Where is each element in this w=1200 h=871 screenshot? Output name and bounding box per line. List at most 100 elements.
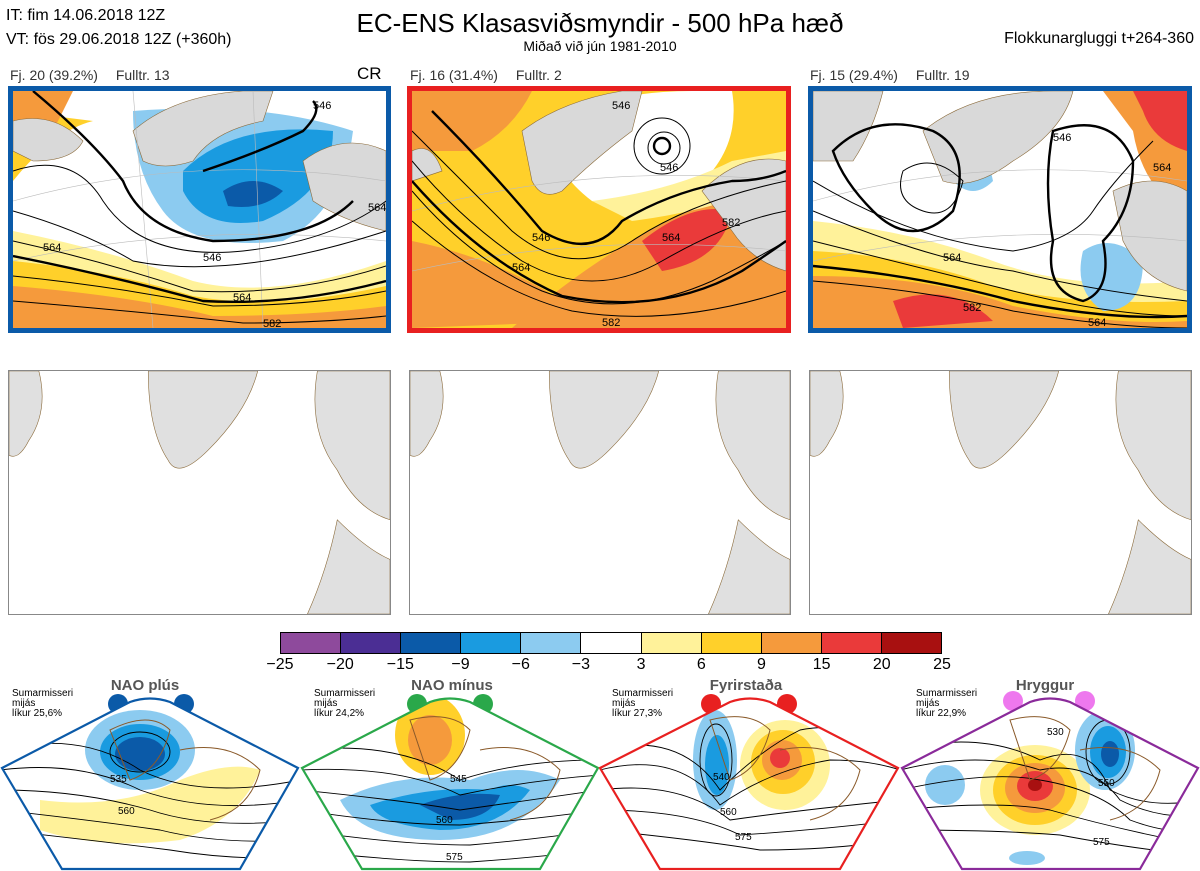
colorbar-tick-label: −3 bbox=[571, 656, 591, 673]
regime-4-contour: 575 bbox=[1093, 837, 1110, 848]
regime-3-season: Sumarmisseri bbox=[612, 688, 674, 699]
colorbar-segment bbox=[521, 633, 582, 653]
colorbar-tick-label: 25 bbox=[933, 656, 951, 673]
regime-1-contour: 560 bbox=[118, 806, 135, 817]
regime-4-info: Sumarmisseri mijás líkur 22,9% bbox=[916, 689, 977, 719]
colorbar-segment bbox=[401, 633, 462, 653]
regime-1-name: NAO plús bbox=[110, 677, 180, 694]
cluster-1-label: Fj. 20 (39.2%) Fulltr. 13 bbox=[10, 67, 184, 83]
colorbar-tick-label: −15 bbox=[386, 656, 414, 673]
colorbar-segment bbox=[821, 633, 882, 653]
cluster-2-contour-label: 546 bbox=[612, 100, 630, 112]
init-time: IT: fim 14.06.2018 12Z bbox=[6, 7, 166, 24]
regime-2-contour: 545 bbox=[450, 774, 467, 785]
regime-2-contour: 560 bbox=[436, 815, 453, 826]
cluster-2-contour-label: 582 bbox=[722, 217, 740, 229]
cluster-2-contour-label: 582 bbox=[602, 317, 620, 328]
cluster-2-contour-label: 546 bbox=[660, 162, 678, 174]
regime-2-contour: 575 bbox=[446, 852, 463, 863]
colorbar-tick-label: 20 bbox=[872, 656, 891, 673]
regime-1-period: mijás bbox=[12, 698, 36, 709]
regime-1-info: Sumarmisseri mijás líkur 25,6% bbox=[12, 689, 73, 719]
cluster-3-contour-label: 546 bbox=[1053, 132, 1071, 144]
colorbar-segment bbox=[461, 633, 522, 653]
classification-window: Flokkunargluggi t+264-360 bbox=[1004, 30, 1194, 47]
regime-2-season: Sumarmisseri bbox=[314, 688, 376, 699]
cluster-3-map: 546 564 564 564 582 bbox=[808, 86, 1192, 333]
colorbar-segment bbox=[341, 633, 402, 653]
cluster-2-rep: Fulltr. 2 bbox=[515, 67, 562, 83]
page-title: EC-ENS Klasasviðsmyndir - 500 hPa hæð bbox=[356, 8, 844, 38]
regime-3-frame bbox=[598, 697, 900, 871]
regime-1-prob: líkur 25,6% bbox=[12, 708, 63, 719]
regime-4-prob: líkur 22,9% bbox=[916, 708, 967, 719]
regime-4-contour: 530 bbox=[1047, 727, 1064, 738]
cluster-2-contour-label: 546 bbox=[532, 232, 550, 244]
cluster-1-map: 546 546 564 564 564 582 bbox=[8, 86, 391, 333]
cluster-3-contour-label: 564 bbox=[943, 252, 961, 264]
regime-2-frame bbox=[300, 697, 600, 871]
colorbar-tick-label: −6 bbox=[511, 656, 530, 673]
cluster-1-contour-label: 546 bbox=[203, 252, 221, 264]
cluster-3-pct: Fj. 15 (29.4%) bbox=[810, 67, 898, 83]
cluster-1-contour-label: 564 bbox=[43, 242, 61, 254]
valid-time: VT: fös 29.06.2018 12Z (+360h) bbox=[6, 31, 232, 48]
regime-maps: 535 560 545 560 575 bbox=[0, 697, 1200, 871]
colorbar-tick-label: 9 bbox=[757, 656, 766, 673]
cluster-1-contour-label: 582 bbox=[263, 318, 281, 328]
regime-1-contour: 535 bbox=[110, 774, 127, 785]
cluster-3-label: Fj. 15 (29.4%) Fulltr. 19 bbox=[810, 67, 984, 83]
regime-3-period: mijás bbox=[612, 698, 636, 709]
cluster-3-contour-label: 564 bbox=[1153, 162, 1171, 174]
colorbar-tick-label: −25 bbox=[266, 656, 294, 673]
regime-4-frame bbox=[900, 697, 1200, 871]
cluster-1-pct: Fj. 20 (39.2%) bbox=[10, 67, 98, 83]
cluster-3-contour-label: 564 bbox=[1088, 317, 1106, 328]
regime-3-contour: 575 bbox=[735, 832, 752, 843]
colorbar-segment bbox=[581, 633, 642, 653]
regime-4-period: mijás bbox=[916, 698, 940, 709]
colorbar-segment bbox=[881, 633, 942, 653]
colorbar-segment bbox=[641, 633, 702, 653]
background-map-2 bbox=[409, 370, 791, 615]
cluster-3-contour-label: 582 bbox=[963, 302, 981, 314]
regime-4-contour: 550 bbox=[1098, 778, 1115, 789]
cluster-1-rep: Fulltr. 13 bbox=[115, 67, 170, 83]
colorbar-tick-label: −9 bbox=[451, 656, 470, 673]
regime-2-period: mijás bbox=[314, 698, 338, 709]
regime-1-season: Sumarmisseri bbox=[12, 688, 74, 699]
colorbar-segment bbox=[701, 633, 762, 653]
colorbar-segment bbox=[761, 633, 822, 653]
cluster-2-label: Fj. 16 (31.4%) Fulltr. 2 bbox=[410, 67, 576, 83]
colorbar bbox=[280, 632, 942, 654]
cluster-1-contour-label: 564 bbox=[233, 292, 251, 304]
regime-2-prob: líkur 24,2% bbox=[314, 708, 365, 719]
background-map-1 bbox=[8, 370, 391, 615]
regime-4-name: Hryggur bbox=[1015, 677, 1075, 694]
background-map-3 bbox=[809, 370, 1192, 615]
cluster-2-contour-label: 564 bbox=[662, 232, 680, 244]
regime-2-info: Sumarmisseri mijás líkur 24,2% bbox=[314, 689, 375, 719]
regime-2-map: 545 560 575 bbox=[302, 698, 598, 869]
cluster-2-contour-label: 564 bbox=[512, 262, 530, 274]
cluster-2-map: 546 546 546 564 564 582 582 bbox=[407, 86, 791, 333]
regime-4-dot bbox=[1003, 691, 1023, 711]
colorbar-tick-label: 3 bbox=[636, 656, 646, 673]
regime-3-info: Sumarmisseri mijás líkur 27,3% bbox=[612, 689, 673, 719]
regime-2-name: NAO mínus bbox=[411, 677, 493, 694]
cluster-1-tag: CR bbox=[357, 64, 382, 83]
regime-1-frame bbox=[0, 697, 300, 871]
colorbar-segment bbox=[281, 633, 342, 653]
colorbar-tick-label: 6 bbox=[696, 656, 706, 673]
regime-4-map: 530 550 575 bbox=[902, 698, 1198, 869]
regime-4-season: Sumarmisseri bbox=[916, 688, 978, 699]
cluster-2-pct: Fj. 16 (31.4%) bbox=[410, 67, 498, 83]
regime-3-contour: 540 bbox=[713, 772, 730, 783]
colorbar-tick-label: −20 bbox=[326, 656, 354, 673]
cluster-1-contour-label: 564 bbox=[368, 202, 386, 214]
regime-3-contour: 560 bbox=[720, 807, 737, 818]
cluster-3-rep: Fulltr. 19 bbox=[915, 67, 970, 83]
colorbar-tick-label: 15 bbox=[812, 656, 831, 673]
page-subtitle: Miðað við jún 1981-2010 bbox=[523, 38, 677, 54]
regime-3-name: Fyrirstaða bbox=[709, 677, 783, 694]
